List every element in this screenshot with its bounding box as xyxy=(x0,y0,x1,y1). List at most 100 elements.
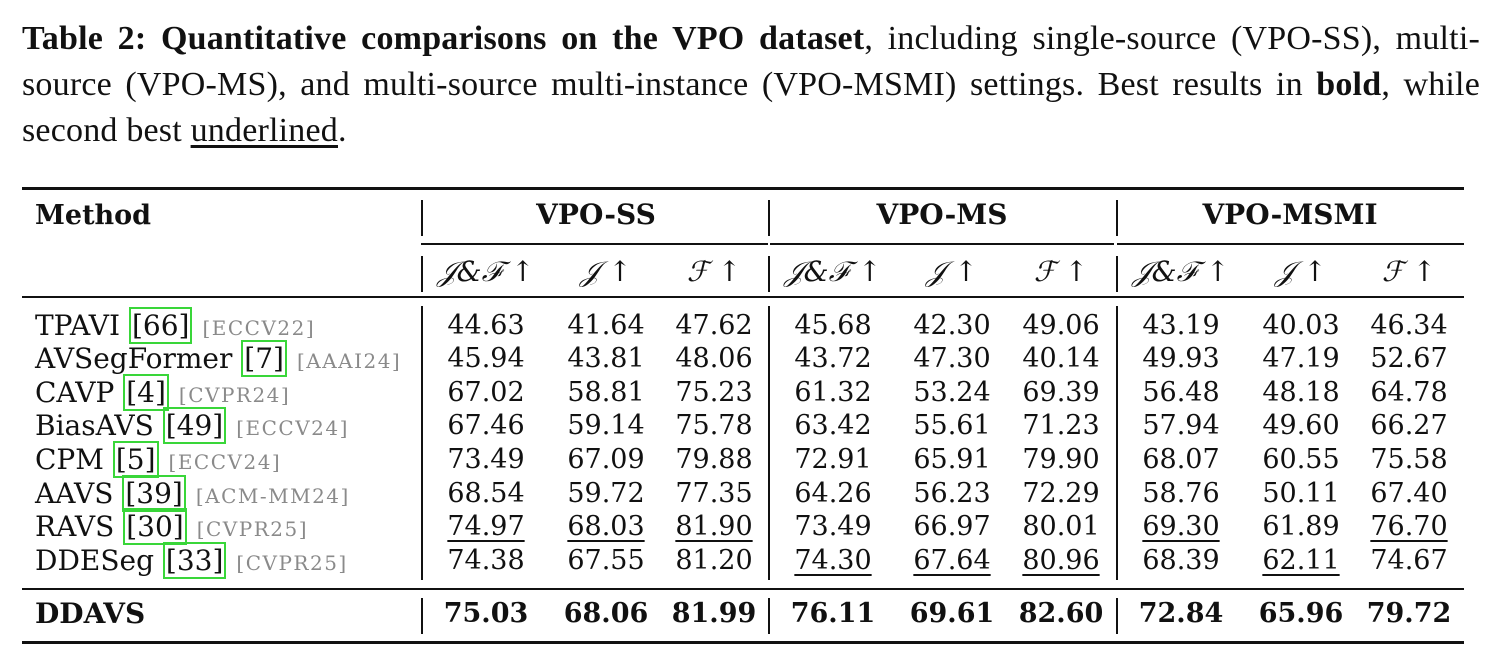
table-cell: 74.67 xyxy=(1370,545,1448,576)
table-cell: 58.81 xyxy=(567,377,645,408)
metric-header: ℱ ↑ xyxy=(686,255,742,288)
table-cell: 68.54 xyxy=(447,478,525,509)
table-cell-best: 79.72 xyxy=(1366,598,1452,629)
column-separator xyxy=(768,598,770,634)
header-rule xyxy=(22,296,1464,298)
table-cell: 59.72 xyxy=(567,478,645,509)
table-cell-best: 81.99 xyxy=(671,598,757,629)
column-separator xyxy=(768,256,770,292)
group-header: VPO-MS xyxy=(876,198,1008,231)
column-separator xyxy=(1116,306,1118,580)
table-cell: 67.64 xyxy=(913,545,991,576)
table-cell-best: 68.06 xyxy=(563,598,649,629)
table-cell: 49.93 xyxy=(1142,343,1220,374)
table-cell: 49.06 xyxy=(1022,310,1100,341)
caption-text-1: , including single-source (VPO-SS), mult… xyxy=(22,20,1480,103)
group-header: VPO-SS xyxy=(536,198,656,231)
table-cell: 66.97 xyxy=(913,511,991,542)
method-cell: DDESeg [33] [CVPR25] xyxy=(35,542,348,579)
citation-link[interactable]: [30] xyxy=(123,508,187,545)
group-cmidrule xyxy=(421,243,768,245)
table-cell: 46.34 xyxy=(1370,310,1448,341)
table-cell: 61.89 xyxy=(1262,511,1340,542)
table-cell: 40.14 xyxy=(1022,343,1100,374)
table-cell-best: 65.96 xyxy=(1258,598,1344,629)
metric-header: 𝒥&ℱ ↑ xyxy=(437,255,535,288)
method-name: CPM xyxy=(35,443,113,476)
method-name: AVSegFormer xyxy=(35,342,242,375)
method-cell: AAVS [39] [ACM-MM24] xyxy=(35,475,350,512)
table-cell: 75.23 xyxy=(675,377,753,408)
table-cell: 48.06 xyxy=(675,343,753,374)
caption-bold-word: bold xyxy=(1316,66,1382,103)
method-name: RAVS xyxy=(35,510,124,543)
column-separator xyxy=(768,306,770,580)
citation-link[interactable]: [49] xyxy=(162,407,227,444)
venue-label: [ACM-MM24] xyxy=(195,484,350,508)
venue-label: [AAAI24] xyxy=(296,349,402,373)
table-cell: 42.30 xyxy=(913,310,991,341)
table-cell: 48.18 xyxy=(1262,377,1340,408)
group-cmidrule xyxy=(1117,243,1464,245)
table-cell: 67.46 xyxy=(447,410,525,441)
metric-header: 𝒥 ↑ xyxy=(1275,255,1327,288)
column-separator xyxy=(421,306,423,580)
metric-header: 𝒥 ↑ xyxy=(580,255,632,288)
venue-label: [ECCV24] xyxy=(168,450,282,474)
column-separator xyxy=(421,256,423,292)
table-cell: 68.07 xyxy=(1142,444,1220,475)
venue-label: [ECCV24] xyxy=(236,416,349,440)
venue-label: [CVPR25] xyxy=(196,517,309,541)
bottom-rule xyxy=(22,641,1464,644)
table-cell: 45.68 xyxy=(794,310,872,341)
metric-header: ℱ ↑ xyxy=(1033,255,1089,288)
citation-link[interactable]: [4] xyxy=(123,374,169,411)
caption-label: Table 2: Quantitative comparisons on the… xyxy=(22,20,865,57)
citation-link[interactable]: [7] xyxy=(241,340,287,377)
caption-underlined-word: underlined xyxy=(190,112,338,149)
table-cell: 47.62 xyxy=(675,310,753,341)
table-cell: 61.32 xyxy=(794,377,872,408)
top-rule xyxy=(22,187,1464,190)
table-cell: 65.91 xyxy=(913,444,991,475)
table-cell: 74.30 xyxy=(794,545,872,576)
method-header: Method xyxy=(35,200,152,231)
table-cell: 40.03 xyxy=(1262,310,1340,341)
table-cell: 67.09 xyxy=(567,444,645,475)
citation-link[interactable]: [5] xyxy=(112,441,159,478)
table-cell: 81.20 xyxy=(675,545,753,576)
citation-link[interactable]: [33] xyxy=(162,542,227,579)
table-cell: 73.49 xyxy=(447,444,525,475)
column-separator xyxy=(1116,598,1118,634)
group-cmidrule xyxy=(770,243,1114,245)
metric-header: 𝒥&ℱ ↑ xyxy=(1132,255,1230,288)
method-name: AAVS xyxy=(35,477,123,510)
metric-header: ℱ ↑ xyxy=(1381,255,1437,288)
table-cell: 73.49 xyxy=(794,511,872,542)
citation-link[interactable]: [66] xyxy=(128,307,193,344)
table-cell: 63.42 xyxy=(794,410,872,441)
table-cell: 49.60 xyxy=(1262,410,1340,441)
table-cell: 52.67 xyxy=(1370,343,1448,374)
table-cell: 68.03 xyxy=(567,511,645,542)
table-cell: 60.55 xyxy=(1262,444,1340,475)
venue-label: [ECCV22] xyxy=(202,316,316,340)
table-cell: 77.35 xyxy=(675,478,753,509)
table-cell: 76.70 xyxy=(1370,511,1448,542)
caption-text-3: . xyxy=(338,112,347,149)
table-cell: 43.19 xyxy=(1142,310,1220,341)
table-cell: 72.91 xyxy=(794,444,872,475)
table-cell: 45.94 xyxy=(447,343,525,374)
table-cell-best: 72.84 xyxy=(1138,598,1224,629)
table-cell-best: 75.03 xyxy=(443,598,529,629)
column-separator xyxy=(768,200,770,236)
table-cell: 75.78 xyxy=(675,410,753,441)
method-cell: TPAVI [66] [ECCV22] xyxy=(35,307,316,344)
table-cell: 47.30 xyxy=(913,343,991,374)
column-separator xyxy=(1116,256,1118,292)
table-cell: 74.38 xyxy=(447,545,525,576)
citation-link[interactable]: [39] xyxy=(122,475,186,512)
table-cell: 64.78 xyxy=(1370,377,1448,408)
method-cell: AVSegFormer [7] [AAAI24] xyxy=(35,340,402,377)
caption-text-2: , while second best xyxy=(22,66,1480,149)
